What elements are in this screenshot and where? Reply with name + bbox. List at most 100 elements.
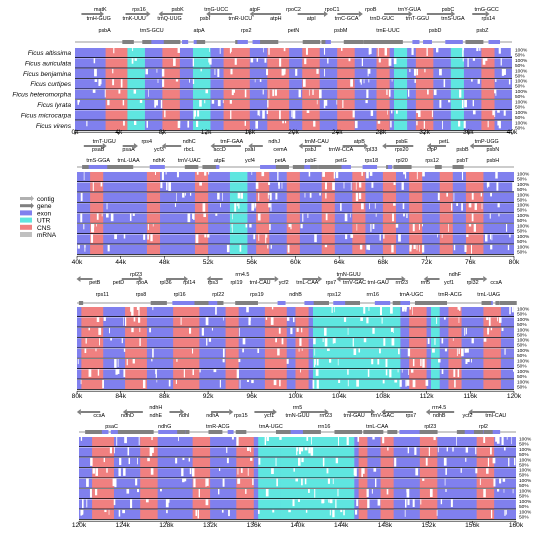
- divergent-dip: [267, 192, 269, 199]
- gene-arrow: [385, 411, 413, 413]
- row-region-cns: [321, 203, 335, 213]
- row-region-utr: [280, 447, 355, 458]
- divergent-dip: [83, 224, 85, 230]
- divergent-dip: [168, 379, 171, 387]
- divergent-dip: [407, 499, 410, 506]
- gene-arrow-icon: [336, 276, 341, 282]
- gene-block: [457, 165, 464, 169]
- row-region-utr: [280, 499, 355, 510]
- gene-label: psbN: [487, 147, 500, 153]
- divergent-dip: [123, 317, 124, 326]
- divergent-dip: [234, 203, 237, 212]
- divergent-dip: [242, 338, 246, 345]
- divergent-dip: [355, 192, 359, 202]
- divergent-dip: [131, 307, 134, 316]
- divergent-dip: [132, 213, 135, 216]
- gene-label: psbH: [487, 158, 500, 164]
- gene-label: rps7: [406, 413, 417, 419]
- divergent-dip: [353, 348, 357, 355]
- divergent-dip: [189, 468, 192, 475]
- divergent-dip: [226, 447, 228, 453]
- divergent-dip: [292, 110, 296, 119]
- gene-arrow-icon: [358, 11, 363, 17]
- divergent-dip: [446, 192, 449, 197]
- species-name: Ficus microcarpa: [21, 112, 72, 119]
- gene-arrow: [252, 145, 263, 147]
- divergent-dip: [457, 307, 461, 310]
- divergent-dip: [267, 100, 269, 108]
- divergent-dip: [230, 110, 232, 120]
- divergent-dip: [332, 509, 335, 518]
- identity-tick: 100%: [515, 48, 528, 54]
- identity-tick: 50%: [515, 115, 525, 121]
- divergent-dip: [454, 379, 456, 388]
- divergent-dip: [375, 213, 377, 217]
- row-region-cns: [236, 499, 254, 510]
- row-region-cns: [376, 120, 390, 131]
- row-region-utr: [127, 110, 145, 121]
- row-region-utr: [127, 100, 145, 110]
- gene-block: [227, 430, 234, 434]
- divergent-dip: [437, 447, 439, 453]
- divergent-dip: [174, 203, 177, 207]
- divergent-dip: [366, 317, 369, 324]
- divergent-dip: [456, 203, 459, 206]
- divergent-dip: [370, 110, 374, 116]
- row-region-utr: [450, 48, 464, 58]
- divergent-dip: [135, 478, 138, 486]
- row-region-cns: [264, 359, 287, 369]
- row-region-cns: [92, 468, 114, 478]
- row-region-cns: [358, 509, 368, 520]
- divergent-dip: [152, 348, 154, 358]
- identity-tick: 50%: [517, 218, 527, 224]
- x-tick-label: 0k: [72, 129, 80, 136]
- divergent-dip: [268, 89, 270, 99]
- alignment-row: 100%50%: [77, 203, 530, 214]
- divergent-dip: [333, 172, 336, 179]
- divergent-dip: [207, 234, 210, 238]
- legend-label: gene: [37, 203, 52, 210]
- row-region-cns: [481, 48, 495, 58]
- x-tick-label: 64k: [334, 259, 345, 266]
- divergent-dip: [215, 307, 217, 315]
- gene-block: [387, 430, 398, 434]
- row-region-cns: [286, 234, 300, 245]
- row-region-cns: [419, 489, 438, 499]
- gene-label: ndhI: [179, 413, 190, 419]
- gene-label: trnN-GUU: [286, 413, 310, 419]
- alignment-row: 100%50%: [77, 244, 530, 255]
- divergent-dip: [394, 379, 398, 383]
- divergent-dip: [326, 468, 329, 474]
- row-region-cns: [192, 489, 211, 499]
- row-region-cns: [295, 348, 309, 359]
- gene-block: [183, 430, 190, 434]
- x-tick-label: 144k: [334, 522, 349, 529]
- gene-label: trnS-GCU: [140, 28, 164, 34]
- row-region-cns: [192, 447, 211, 458]
- divergent-dip: [301, 478, 303, 486]
- alignment-row: 100%50%: [77, 317, 530, 328]
- gene-block: [333, 301, 343, 305]
- gene-label: rrn23: [395, 280, 408, 286]
- divergent-dip: [445, 468, 447, 475]
- row-region-cns: [409, 192, 423, 203]
- row-region-cns: [295, 369, 309, 380]
- row-region-cns: [81, 338, 104, 348]
- divergent-dip: [481, 203, 483, 210]
- divergent-dip: [511, 307, 514, 313]
- divergent-dip: [470, 244, 473, 254]
- divergent-dip: [168, 182, 172, 192]
- row-region-cns: [302, 89, 320, 100]
- row-region-cns: [376, 100, 390, 110]
- divergent-dip: [180, 317, 182, 325]
- divergent-dip: [393, 182, 396, 186]
- divergent-dip: [509, 234, 511, 238]
- gene-label: trnQ-UUG: [157, 16, 181, 22]
- divergent-dip: [149, 447, 153, 457]
- gene-label: trnR-ACG: [206, 424, 230, 430]
- divergent-dip: [387, 110, 388, 115]
- divergent-dip: [436, 48, 439, 53]
- divergent-dip: [309, 192, 312, 198]
- divergent-dip: [204, 234, 207, 238]
- x-tick-label: 52k: [203, 259, 214, 266]
